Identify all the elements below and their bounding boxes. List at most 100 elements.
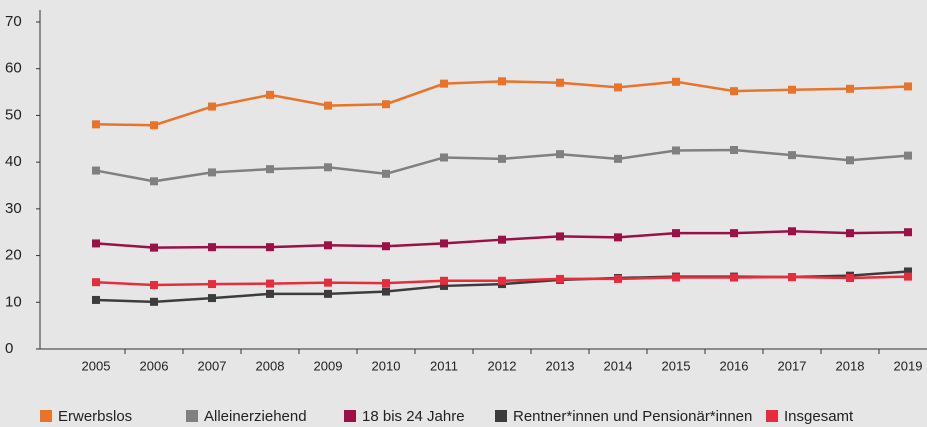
point: [382, 100, 390, 109]
point: [208, 168, 216, 177]
x-tick-label: 2005: [82, 358, 111, 373]
legend-swatch: [766, 410, 778, 422]
point: [614, 274, 622, 283]
point: [92, 120, 100, 129]
y-tick-label: 50: [5, 106, 22, 123]
point: [208, 243, 216, 252]
point: [440, 276, 448, 285]
point: [150, 297, 158, 306]
point: [672, 229, 680, 238]
x-tick-label: 2008: [256, 358, 285, 373]
x-tick-label: 2009: [314, 358, 343, 373]
point: [788, 85, 796, 94]
point: [382, 242, 390, 251]
point: [382, 169, 390, 178]
x-tick-label: 2016: [720, 358, 749, 373]
point: [904, 82, 912, 91]
legend-swatch: [40, 410, 52, 422]
point: [324, 163, 332, 172]
point: [904, 151, 912, 160]
point: [556, 232, 564, 241]
point: [324, 241, 332, 250]
point: [846, 156, 854, 165]
point: [440, 281, 448, 290]
point: [498, 235, 506, 244]
point: [266, 243, 274, 252]
point: [730, 145, 738, 154]
y-tick-label: 0: [5, 340, 13, 357]
legend-label: Alleinerziehend: [204, 408, 307, 425]
y-tick-label: 70: [5, 13, 22, 30]
y-tick-label: 20: [5, 247, 22, 264]
point: [150, 121, 158, 130]
point: [556, 274, 564, 283]
x-tick-label: 2006: [140, 358, 169, 373]
legend-swatch: [344, 410, 356, 422]
point: [556, 78, 564, 87]
legend-swatch: [495, 410, 507, 422]
point: [92, 278, 100, 287]
point: [498, 276, 506, 285]
point: [904, 272, 912, 281]
point: [730, 229, 738, 238]
point: [208, 294, 216, 303]
point: [150, 177, 158, 186]
point: [904, 267, 912, 276]
point: [92, 166, 100, 175]
legend-swatch: [186, 410, 198, 422]
y-tick-label: 60: [5, 60, 22, 77]
point: [266, 279, 274, 288]
point: [266, 165, 274, 174]
y-tick-label: 40: [5, 153, 22, 170]
x-tick-label: 2019: [894, 358, 923, 373]
legend-label: Insgesamt: [784, 408, 854, 425]
point: [324, 289, 332, 298]
y-tick-label: 30: [5, 200, 22, 217]
point: [92, 295, 100, 304]
point: [266, 90, 274, 99]
point: [498, 77, 506, 86]
point: [788, 151, 796, 160]
point: [382, 279, 390, 288]
point: [324, 278, 332, 287]
point: [440, 153, 448, 162]
point: [440, 239, 448, 248]
point: [208, 280, 216, 289]
legend-label: Erwerbslos: [58, 408, 132, 425]
point: [730, 273, 738, 282]
x-tick-label: 2011: [430, 358, 458, 373]
point: [846, 229, 854, 238]
point: [440, 79, 448, 88]
point: [846, 273, 854, 282]
x-tick-label: 2007: [198, 358, 227, 373]
point: [614, 233, 622, 242]
point: [672, 77, 680, 86]
point: [150, 243, 158, 252]
point: [614, 154, 622, 163]
x-tick-label: 2012: [488, 358, 517, 373]
point: [614, 83, 622, 92]
point: [382, 287, 390, 296]
legend-label: 18 bis 24 Jahre: [362, 408, 465, 425]
point: [672, 273, 680, 282]
point: [324, 101, 332, 110]
point: [556, 150, 564, 159]
x-tick-label: 2015: [662, 358, 691, 373]
point: [208, 102, 216, 111]
point: [92, 239, 100, 248]
legend-label: Rentner*innen und Pensionär*innen: [513, 408, 752, 425]
x-tick-label: 2010: [372, 358, 401, 373]
point: [788, 227, 796, 236]
x-tick-label: 2013: [546, 358, 575, 373]
point: [150, 281, 158, 290]
point: [672, 146, 680, 155]
x-tick-label: 2018: [836, 358, 865, 373]
x-tick-label: 2014: [604, 358, 633, 373]
point: [904, 228, 912, 237]
point: [730, 87, 738, 96]
point: [266, 289, 274, 298]
y-tick-label: 10: [5, 293, 22, 310]
